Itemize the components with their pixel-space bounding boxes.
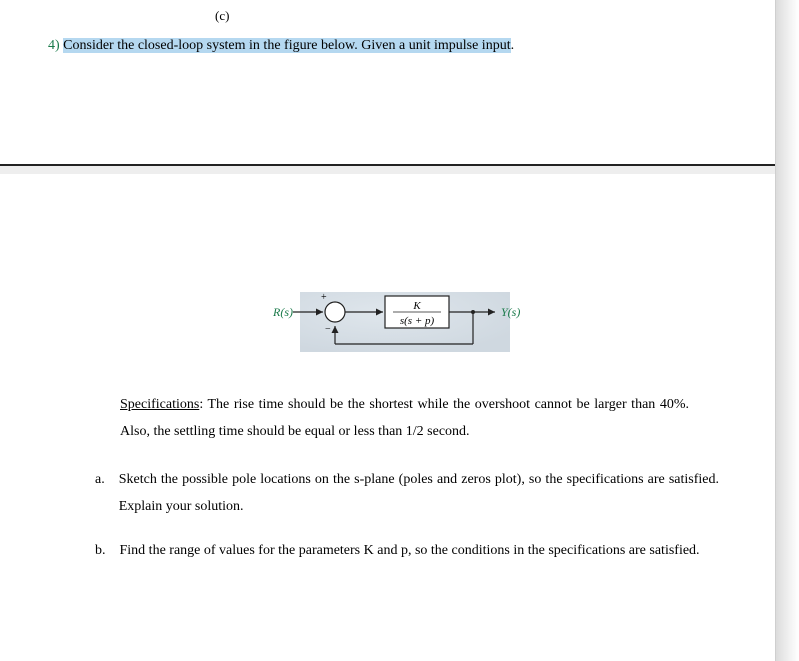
pickoff-node (471, 310, 475, 314)
subq-b-letter: b. (95, 538, 106, 565)
tf-numerator: K (412, 300, 421, 312)
subq-b-text: Find the range of values for the paramet… (120, 538, 720, 565)
label-c: (c) (215, 8, 759, 24)
subquestion-b: b. Find the range of values for the para… (95, 538, 719, 565)
specifications: Specifications: The rise time should be … (120, 392, 689, 445)
page-edge-shadow (775, 0, 799, 661)
spec-label: Specifications (120, 397, 199, 412)
question-suffix: . (511, 38, 515, 53)
question-number: 4) (48, 38, 60, 53)
subq-a-text: Sketch the possible pole locations on th… (119, 467, 719, 520)
summing-junction (325, 302, 345, 322)
spec-text: : The rise time should be the shortest w… (120, 397, 689, 439)
subquestion-a: a. Sketch the possible pole locations on… (95, 467, 719, 520)
plus-sign: + (321, 292, 327, 303)
page-divider (0, 164, 775, 174)
subq-a-letter: a. (95, 467, 105, 520)
input-label: R(s) (272, 305, 293, 319)
question-highlighted[interactable]: Consider the closed-loop system in the f… (63, 38, 510, 53)
tf-denominator: s(s + p) (399, 315, 434, 327)
block-diagram: R(s) + − K s(s + p) Y(s) (255, 284, 545, 364)
minus-sign: − (325, 324, 331, 335)
question-4: 4) Consider the closed-loop system in th… (48, 38, 759, 54)
output-label: Y(s) (501, 305, 520, 319)
